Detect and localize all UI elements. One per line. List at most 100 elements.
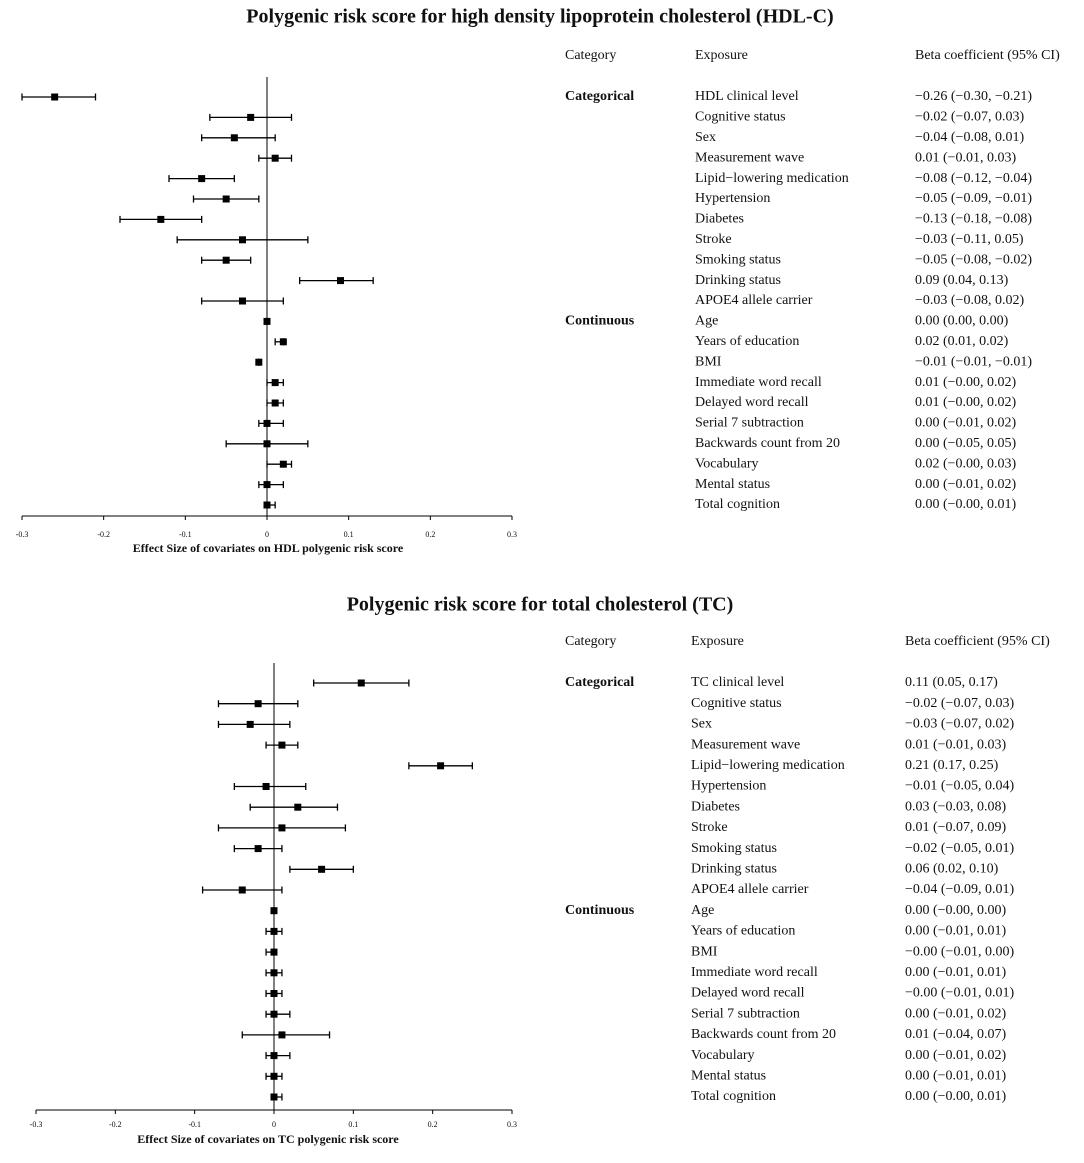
value-label: −0.03 (−0.11, 0.05) — [915, 232, 1024, 247]
exposure-label: Mental status — [691, 1069, 766, 1084]
point-estimate — [278, 1031, 286, 1039]
group-label: Categorical — [565, 89, 634, 104]
exposure-label: Diabetes — [695, 212, 744, 227]
point-estimate — [263, 419, 271, 427]
value-label: 0.00 (−0.01, 0.01) — [905, 965, 1007, 980]
value-label: −0.00 (−0.01, 0.01) — [905, 986, 1014, 1001]
value-label: −0.13 (−0.18, −0.08) — [915, 212, 1032, 227]
point-estimate — [278, 824, 286, 832]
chart-title: Polygenic risk score for high density li… — [246, 6, 833, 28]
x-tick-label: 0.3 — [507, 1120, 517, 1129]
point-estimate — [254, 700, 262, 708]
point-estimate — [222, 195, 230, 203]
value-label: −0.01 (−0.05, 0.04) — [905, 779, 1014, 794]
exposure-label: Lipid−lowering medication — [695, 171, 849, 186]
exposure-label: Hypertension — [695, 191, 770, 206]
point-estimate — [247, 113, 255, 121]
exposure-label: APOE4 allele carrier — [691, 882, 809, 897]
exposure-label: Sex — [695, 130, 716, 145]
point-estimate — [270, 948, 278, 956]
x-axis-label: Effect Size of covariates on TC polygeni… — [137, 1132, 399, 1146]
exposure-label: Cognitive status — [695, 110, 786, 125]
exposure-label: Sex — [691, 717, 712, 732]
point-estimate — [270, 1010, 278, 1018]
point-estimate — [270, 1072, 278, 1080]
exposure-label: Smoking status — [695, 252, 781, 267]
value-label: 0.00 (−0.01, 0.02) — [915, 477, 1017, 492]
point-estimate — [270, 1093, 278, 1101]
value-label: 0.00 (−0.01, 0.02) — [915, 416, 1017, 431]
x-tick-label: 0.1 — [344, 530, 354, 539]
group-label: Continuous — [565, 314, 635, 329]
point-estimate — [230, 134, 238, 142]
point-estimate — [263, 440, 271, 448]
point-estimate — [238, 886, 246, 894]
exposure-label: Serial 7 subtraction — [691, 1006, 800, 1021]
exposure-label: Backwards count from 20 — [691, 1027, 836, 1042]
value-label: 0.01 (−0.01, 0.03) — [905, 737, 1007, 752]
point-estimate — [278, 741, 286, 749]
value-label: −0.05 (−0.09, −0.01) — [915, 191, 1032, 206]
value-label: −0.26 (−0.30, −0.21) — [915, 89, 1032, 104]
exposure-label: Diabetes — [691, 799, 740, 814]
point-estimate — [270, 969, 278, 977]
value-label: 0.01 (−0.07, 0.09) — [905, 820, 1007, 835]
x-tick-label: 0.2 — [425, 530, 435, 539]
column-header: Beta coefficient (95% CI) — [905, 634, 1050, 649]
value-label: 0.03 (−0.03, 0.08) — [905, 799, 1007, 814]
chart-title: Polygenic risk score for total cholester… — [347, 594, 734, 616]
point-estimate — [239, 236, 246, 244]
column-header: Exposure — [691, 634, 744, 649]
point-estimate — [255, 358, 263, 366]
point-estimate — [279, 338, 287, 346]
point-estimate — [357, 679, 365, 687]
x-tick-label: 0.2 — [428, 1120, 438, 1129]
column-header: Exposure — [695, 48, 748, 63]
exposure-label: HDL clinical level — [695, 89, 799, 104]
value-label: 0.00 (−0.01, 0.02) — [905, 1048, 1007, 1063]
x-tick-label: 0.1 — [348, 1120, 358, 1129]
exposure-label: Age — [695, 314, 718, 329]
x-tick-label: -0.1 — [179, 530, 192, 539]
exposure-label: Years of education — [695, 334, 799, 349]
value-label: 0.02 (−0.00, 0.03) — [915, 456, 1017, 471]
point-estimate — [279, 460, 287, 468]
value-label: 0.00 (−0.00, 0.01) — [905, 1089, 1007, 1104]
point-estimate — [254, 845, 262, 853]
point-estimate — [198, 175, 206, 183]
exposure-label: Total cognition — [691, 1089, 776, 1104]
value-label: −0.03 (−0.07, 0.02) — [905, 717, 1014, 732]
value-label: 0.00 (−0.05, 0.05) — [915, 436, 1017, 451]
exposure-label: Stroke — [691, 820, 728, 835]
x-tick-label: -0.3 — [30, 1120, 43, 1129]
point-estimate — [271, 379, 279, 387]
exposure-label: Delayed word recall — [695, 395, 809, 410]
value-label: 0.00 (−0.01, 0.02) — [905, 1006, 1007, 1021]
exposure-label: Drinking status — [691, 862, 777, 877]
value-label: −0.08 (−0.12, −0.04) — [915, 171, 1032, 186]
point-estimate — [270, 990, 278, 997]
exposure-label: Years of education — [691, 924, 795, 939]
exposure-label: Measurement wave — [691, 737, 800, 752]
exposure-label: Serial 7 subtraction — [695, 416, 804, 431]
x-tick-label: -0.2 — [109, 1120, 122, 1129]
value-label: 0.21 (0.17, 0.25) — [905, 758, 999, 773]
point-estimate — [294, 803, 302, 811]
value-label: 0.01 (−0.04, 0.07) — [905, 1027, 1007, 1042]
exposure-label: Immediate word recall — [695, 375, 822, 390]
exposure-label: Vocabulary — [691, 1048, 755, 1063]
point-estimate — [222, 256, 230, 264]
point-estimate — [239, 297, 246, 305]
x-tick-label: 0 — [272, 1120, 276, 1129]
group-label: Categorical — [565, 675, 634, 690]
point-estimate — [263, 317, 271, 325]
value-label: −0.01 (−0.01, −0.01) — [915, 354, 1032, 369]
point-estimate — [246, 720, 254, 728]
value-label: 0.11 (0.05, 0.17) — [905, 675, 998, 690]
exposure-label: Delayed word recall — [691, 986, 805, 1001]
value-label: −0.04 (−0.09, 0.01) — [905, 882, 1014, 897]
point-estimate — [271, 399, 279, 407]
exposure-label: APOE4 allele carrier — [695, 293, 813, 308]
value-label: 0.06 (0.02, 0.10) — [905, 862, 999, 877]
